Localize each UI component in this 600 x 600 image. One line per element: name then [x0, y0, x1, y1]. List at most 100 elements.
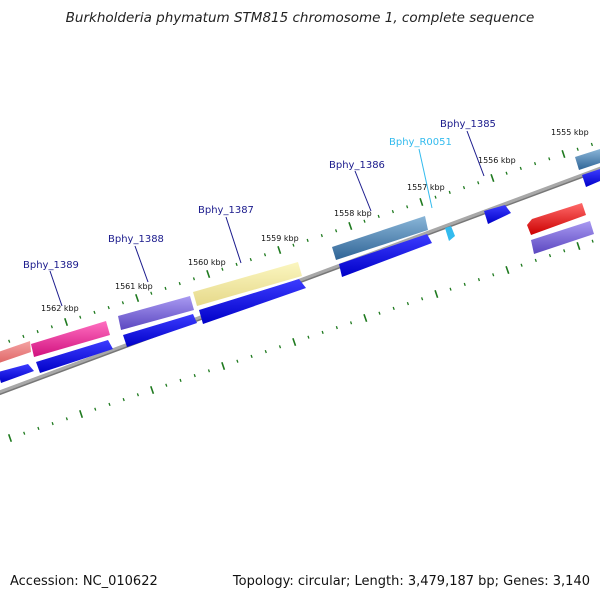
- cds-bar: [339, 234, 432, 277]
- tick-label: 1559 kbp: [261, 234, 299, 243]
- minor-tick: [391, 209, 395, 214]
- minor-tick: [192, 277, 196, 281]
- tick-label: 1561 kbp: [115, 282, 153, 291]
- gene-label-bphy-1386: Bphy_1386: [329, 160, 385, 171]
- minor-tick: [136, 393, 140, 397]
- major-tick: [434, 289, 439, 299]
- tick-label: 1556 kbp: [478, 156, 516, 165]
- minor-tick: [51, 422, 54, 426]
- inner-tick-scale: [7, 239, 594, 443]
- minor-tick: [121, 301, 125, 305]
- cds-bar: [0, 364, 34, 383]
- minor-tick: [363, 219, 366, 223]
- minor-tick: [449, 287, 452, 291]
- major-tick: [79, 409, 84, 419]
- gene-label-bphy-r0051: Bphy_R0051: [389, 137, 452, 148]
- minor-tick: [563, 249, 566, 253]
- cds-bar: [484, 205, 511, 224]
- feature-bphy-1387: [193, 262, 302, 306]
- major-tick: [576, 241, 581, 251]
- minor-tick: [334, 229, 338, 233]
- minor-tick: [207, 369, 211, 373]
- minor-tick: [36, 330, 39, 334]
- major-tick: [490, 173, 495, 183]
- minor-tick: [462, 185, 466, 190]
- gene-label-bphy-1385: Bphy_1385: [440, 119, 496, 130]
- feature-purple-right: [531, 221, 594, 254]
- tick-label: 1558 kbp: [334, 209, 372, 218]
- major-tick: [64, 317, 69, 327]
- minor-tick: [533, 162, 537, 166]
- minor-tick: [377, 214, 380, 219]
- minor-tick: [548, 253, 552, 258]
- topology-summary: Topology: circular; Length: 3,479,187 bp…: [232, 574, 590, 589]
- major-tick: [363, 313, 368, 323]
- minor-tick: [108, 402, 111, 407]
- minor-tick: [164, 286, 167, 290]
- minor-tick: [165, 383, 168, 387]
- minor-tick: [378, 311, 381, 315]
- minor-tick: [307, 335, 310, 339]
- minor-tick: [519, 166, 522, 171]
- feature-red: [527, 203, 586, 235]
- major-tick: [277, 245, 282, 255]
- major-tick: [419, 197, 424, 207]
- cds-bar: [123, 314, 197, 347]
- minor-tick: [477, 181, 480, 185]
- minor-tick: [263, 253, 267, 257]
- major-tick: [348, 221, 353, 231]
- minor-tick: [79, 315, 82, 319]
- minor-tick: [250, 354, 253, 359]
- minor-tick: [37, 426, 40, 431]
- map-title: Burkholderia phymatum STM815 chromosome …: [65, 10, 535, 26]
- minor-tick: [193, 374, 196, 378]
- minor-tick: [264, 349, 267, 354]
- minor-tick: [93, 310, 96, 315]
- minor-tick: [321, 330, 324, 334]
- minor-tick: [150, 291, 153, 295]
- tick-label: 1562 kbp: [41, 304, 79, 313]
- minor-tick: [50, 325, 53, 329]
- minor-tick: [179, 378, 182, 382]
- feature-bphy-1388: [118, 296, 194, 330]
- minor-tick: [463, 282, 466, 286]
- feature-bphy-1386: [332, 216, 428, 260]
- outer-tick-scale: [8, 142, 594, 343]
- minor-tick: [548, 157, 551, 161]
- minor-tick: [335, 326, 338, 330]
- major-tick: [7, 433, 13, 443]
- minor-tick: [520, 263, 523, 267]
- major-tick: [206, 269, 211, 279]
- minor-tick: [505, 171, 508, 175]
- minor-tick: [406, 301, 410, 306]
- gene-labels: Bphy_1385 Bphy_R0051 Bphy_1386 Bphy_1387…: [23, 119, 496, 271]
- cds-bar: [36, 340, 113, 373]
- tick-label: 1555 kbp: [551, 128, 589, 137]
- gene-label-leaders: [49, 130, 485, 307]
- gene-label-bphy-1389: Bphy_1389: [23, 260, 79, 271]
- minor-tick: [235, 262, 238, 267]
- minor-tick: [221, 267, 224, 271]
- minor-tick: [278, 345, 282, 349]
- minor-tick: [292, 243, 295, 247]
- minor-tick: [178, 282, 181, 286]
- major-tick: [561, 149, 566, 159]
- minor-tick: [349, 321, 353, 325]
- minor-tick: [576, 147, 579, 151]
- minor-tick: [249, 257, 252, 262]
- minor-tick: [434, 195, 437, 199]
- minor-tick: [236, 359, 239, 363]
- feature-bphy-r0051: [445, 226, 455, 241]
- minor-tick: [477, 278, 481, 282]
- tick-label: 1557 kbp: [407, 183, 445, 192]
- minor-tick: [22, 334, 25, 339]
- feature-bphy-1389: [31, 321, 110, 357]
- cds-bar: [582, 169, 600, 187]
- feature-right-edge: [575, 149, 600, 170]
- minor-tick: [534, 258, 537, 263]
- minor-tick: [65, 417, 68, 421]
- minor-tick: [591, 239, 594, 243]
- major-tick: [150, 385, 155, 395]
- accession-text: Accession: NC_010622: [10, 574, 158, 589]
